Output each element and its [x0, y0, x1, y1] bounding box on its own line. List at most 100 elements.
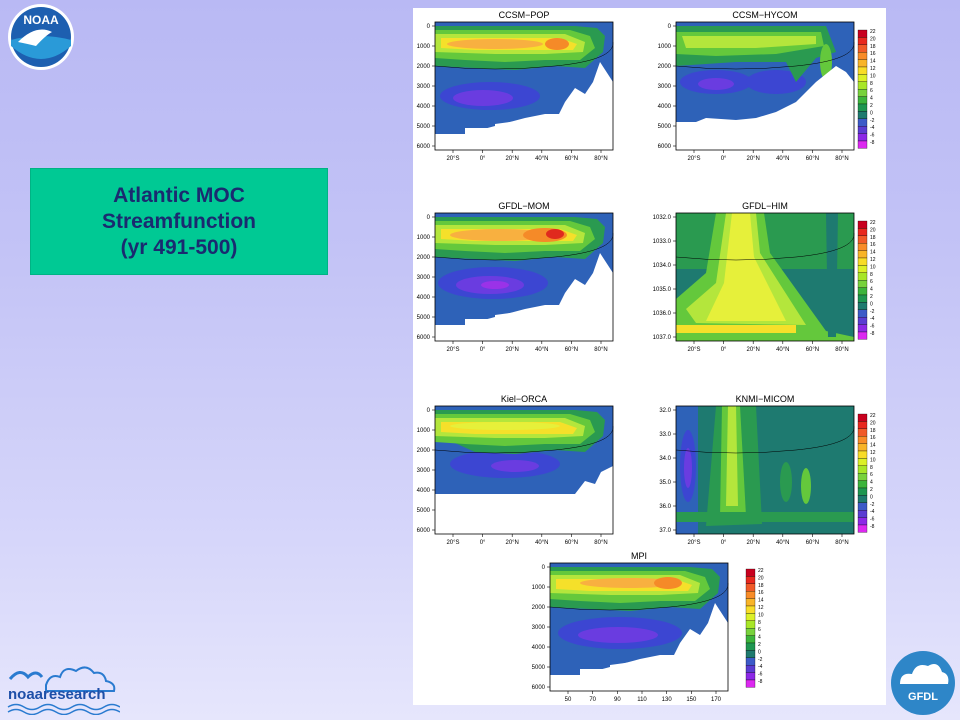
- colorbar-label: -4: [870, 125, 875, 131]
- y-tick-label: 1035.0: [653, 287, 672, 293]
- plot-title: GFDL−HIM: [742, 201, 788, 211]
- colorbar-label: -6: [758, 672, 763, 678]
- y-tick-label: 2000: [532, 605, 546, 611]
- colorbar-label: 12: [870, 66, 876, 72]
- colorbar-label: 0: [870, 110, 873, 116]
- x-tick-label: 70: [589, 697, 596, 703]
- colorbar-swatch: [857, 450, 868, 459]
- y-tick-label: 6000: [417, 335, 431, 341]
- colorbar-swatch: [857, 524, 868, 533]
- x-tick-label: 0°: [480, 156, 486, 162]
- y-tick-label: 3000: [417, 84, 431, 90]
- colorbar-swatch: [745, 665, 756, 673]
- noaa-logo: NOAA: [8, 4, 74, 70]
- colorbar-swatch: [857, 257, 868, 266]
- moc-plot-6: [675, 405, 855, 535]
- colorbar-label: 20: [870, 420, 876, 426]
- colorbar-swatch: [745, 620, 756, 629]
- colorbar-swatch: [857, 220, 868, 229]
- y-tick-label: 5000: [417, 508, 431, 514]
- colorbar-label: 22: [870, 413, 876, 419]
- colorbar-swatch: [857, 228, 868, 236]
- colorbar-swatch: [857, 280, 868, 288]
- y-tick-label: 34.0: [659, 456, 671, 462]
- y-tick-label: 4000: [417, 488, 431, 494]
- y-tick-label: 5000: [417, 315, 431, 321]
- x-tick-label: 50: [565, 697, 572, 703]
- x-tick-label: 80°N: [835, 540, 848, 546]
- colorbar-swatch: [745, 657, 756, 666]
- x-tick-label: 20°S: [687, 540, 700, 546]
- colorbar-swatch: [857, 265, 868, 273]
- y-tick-label: 0: [427, 24, 431, 30]
- moc-plot-1: [434, 21, 614, 151]
- y-tick-label: 1033.0: [653, 239, 672, 245]
- x-tick-label: 20°S: [446, 156, 459, 162]
- colorbar-label: 12: [870, 257, 876, 263]
- y-tick-label: 5000: [417, 124, 431, 130]
- x-tick-label: 60°N: [565, 156, 578, 162]
- colorbar-label: 4: [870, 96, 873, 102]
- title-line-3: (yr 491-500): [120, 235, 238, 259]
- x-tick-label: 0°: [721, 347, 727, 353]
- colorbar-label: -8: [870, 524, 875, 530]
- y-tick-label: 4000: [532, 645, 546, 651]
- y-tick-label: 36.0: [659, 504, 671, 510]
- x-tick-label: 170: [711, 697, 722, 703]
- colorbar-label: 22: [870, 220, 876, 226]
- moc-plot-2: [675, 21, 855, 151]
- x-tick-label: 80°N: [594, 156, 607, 162]
- colorbar-swatch: [857, 89, 868, 97]
- colorbar-label: 10: [758, 612, 764, 618]
- colorbar-swatch: [745, 650, 756, 658]
- colorbar-label: -8: [870, 140, 875, 146]
- plot-title: CCSM−POP: [499, 10, 550, 20]
- colorbar-label: 16: [870, 51, 876, 57]
- colorbar-label: 2: [870, 487, 873, 493]
- colorbar-swatch: [857, 495, 868, 503]
- x-tick-label: 0°: [721, 156, 727, 162]
- colorbar-swatch: [745, 591, 756, 599]
- colorbar-label: 14: [870, 59, 876, 65]
- x-tick-label: 60°N: [806, 540, 819, 546]
- colorbar-swatch: [857, 118, 868, 127]
- colorbar-label: -6: [870, 133, 875, 139]
- y-tick-label: 32.0: [659, 408, 671, 414]
- x-tick-label: 60°N: [565, 347, 578, 353]
- x-tick-label: 40°N: [776, 540, 789, 546]
- y-tick-label: 1032.0: [653, 215, 672, 221]
- colorbar-label: 14: [870, 250, 876, 256]
- y-tick-label: 2000: [658, 64, 672, 70]
- colorbar-swatch: [745, 642, 756, 651]
- slide-title-box: Atlantic MOC Streamfunction (yr 491-500): [30, 168, 328, 275]
- colorbar-swatch: [857, 421, 868, 429]
- colorbar-label: 2: [758, 642, 761, 648]
- x-tick-label: 60°N: [565, 540, 578, 546]
- colorbar-swatch: [857, 502, 868, 511]
- plot-frame: [675, 212, 855, 342]
- x-tick-label: 80°N: [594, 347, 607, 353]
- y-tick-label: 0: [542, 565, 546, 571]
- colorbar-swatch: [745, 598, 756, 607]
- y-tick-label: 1000: [532, 585, 546, 591]
- x-tick-label: 40°N: [535, 540, 548, 546]
- colorbar-label: 4: [758, 635, 761, 641]
- y-tick-label: 33.0: [659, 432, 671, 438]
- colorbar-label: 2: [870, 103, 873, 109]
- y-tick-label: 3000: [417, 468, 431, 474]
- moc-plot-7: [549, 562, 729, 692]
- x-tick-label: 40°N: [776, 347, 789, 353]
- colorbar-label: 8: [870, 81, 873, 87]
- y-tick-label: 0: [427, 215, 431, 221]
- y-tick-label: 35.0: [659, 480, 671, 486]
- colorbar-label: 10: [870, 73, 876, 79]
- colorbar-label: 20: [870, 227, 876, 233]
- gfdl-logo-text: GFDL: [908, 691, 938, 703]
- x-tick-label: 130: [662, 697, 673, 703]
- y-tick-label: 5000: [658, 124, 672, 130]
- x-tick-label: 40°N: [535, 347, 548, 353]
- colorbar-swatch: [745, 605, 756, 614]
- title-line-1: Atlantic MOC: [113, 183, 245, 207]
- colorbar-label: 2: [870, 294, 873, 300]
- colorbar-swatch: [857, 140, 868, 149]
